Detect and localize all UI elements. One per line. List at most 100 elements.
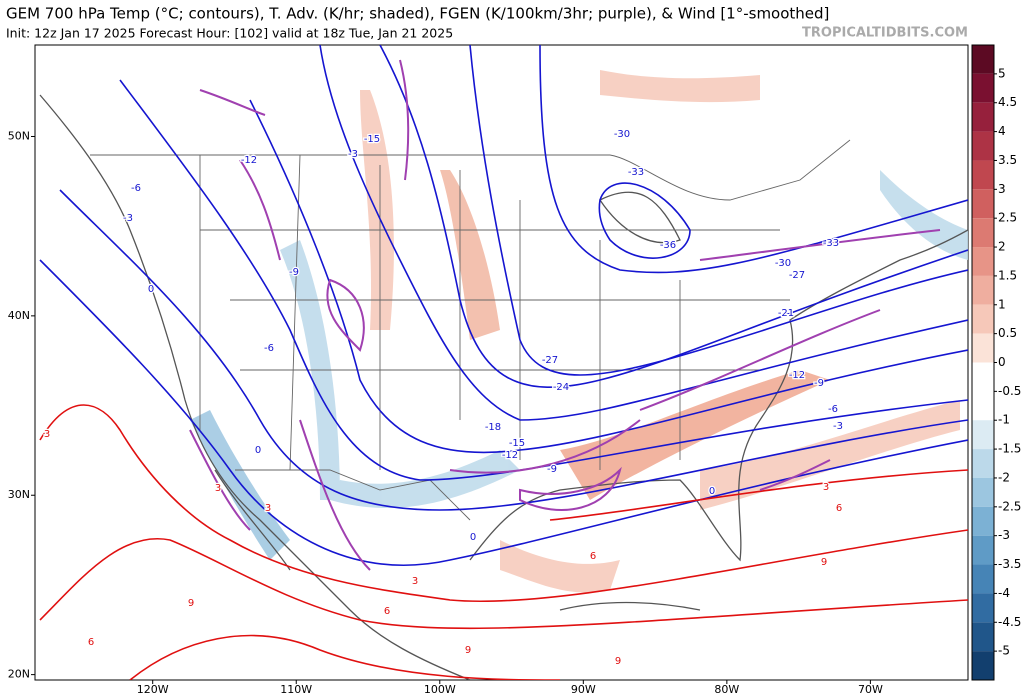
contour-label: 0 [709, 486, 715, 497]
colorbar-segment [972, 593, 994, 623]
colorbar-tick-label: -0.5 [998, 384, 1021, 398]
y-tick-label: 50N [8, 129, 30, 142]
contour-label: -15 [364, 134, 380, 145]
contour-label: 0 [470, 532, 476, 543]
colorbar-segment [972, 218, 994, 248]
fgen-contours [189, 59, 941, 571]
contour-label: 6 [590, 551, 596, 562]
colorbar-tick-label: 2 [998, 240, 1006, 254]
contour-label: -9 [814, 378, 824, 389]
contour-label: -24 [553, 382, 569, 393]
contour-label: -3 [833, 421, 843, 432]
watermark: TROPICALTIDBITS.COM [802, 26, 968, 41]
colorbar-segment [972, 564, 994, 594]
contour-label: -6 [131, 183, 141, 194]
contour-label: -27 [542, 355, 558, 366]
colorbar-segment [972, 275, 994, 305]
contour-label: -9 [547, 464, 557, 475]
colorbar-tick-label: 3 [998, 182, 1006, 196]
y-tick-label: 40N [8, 309, 30, 322]
coastlines [39, 94, 968, 680]
contour-label: 3 [215, 483, 221, 494]
colorbar-tick-label: 4 [998, 124, 1006, 138]
colorbar-tick-label: -2.5 [998, 499, 1021, 513]
colorbar-segment [972, 304, 994, 334]
colorbar-segment [972, 420, 994, 450]
colorbar-segment [972, 160, 994, 190]
x-tick-label: 110W [280, 683, 312, 696]
contour-labels: -15-12-6-30-9-6-30-33-36-30-27-33-21-27-… [43, 128, 845, 669]
colorbar-segment [972, 131, 994, 161]
colorbar-segment [972, 477, 994, 507]
contour-label: 0 [255, 445, 261, 456]
colorbar-tick-label: -2 [998, 470, 1010, 484]
colorbar-segment [972, 102, 994, 132]
contour-label: -9 [289, 267, 299, 278]
contour-label: -3 [123, 213, 133, 224]
contour-label: 6 [88, 637, 94, 648]
colorbar-tick-label: -3.5 [998, 557, 1021, 571]
colorbar-segment [972, 73, 994, 103]
contour-label: -27 [789, 270, 805, 281]
colorbar-tick-label: 5 [998, 66, 1006, 80]
colorbar-tick-label: 2.5 [998, 211, 1017, 225]
map: 120W 110W 100W 90W 80W 70W50N40N30N20N-15-12-… [8, 44, 969, 696]
subtitle: Init: 12z Jan 17 2025 Forecast Hour: [10… [6, 26, 453, 41]
colorbar-segment [972, 506, 994, 536]
contour-label: 3 [412, 576, 418, 587]
contour-label: 9 [188, 598, 194, 609]
colorbar-segment [972, 535, 994, 565]
map-frame [34, 44, 969, 681]
contour-label: 3 [44, 429, 50, 440]
temperature-contours [39, 45, 968, 680]
contour-label: 3 [265, 503, 271, 514]
colorbar-segment [972, 189, 994, 219]
title: GEM 700 hPa Temp (°C; contours), T. Adv.… [6, 5, 829, 23]
colorbar-segment [972, 622, 994, 652]
contour-label: -6 [828, 404, 838, 415]
y-tick-label: 20N [8, 668, 30, 681]
contour-label: 3 [823, 482, 829, 493]
contour-label: -30 [614, 129, 630, 140]
colorbar-segment [972, 651, 994, 680]
contour-label: -3 [348, 149, 358, 160]
contour-label: -18 [485, 422, 501, 433]
contour-label: -12 [502, 450, 518, 461]
colorbar-segment [972, 247, 994, 276]
colorbar-tick-label: 4.5 [998, 95, 1017, 109]
colorbar-tick-label: 1 [998, 297, 1006, 311]
contour-label: -36 [660, 240, 676, 251]
contour-label: 9 [821, 557, 827, 568]
contour-label: 0 [148, 284, 154, 295]
colorbar-tick-label: -4.5 [998, 615, 1021, 629]
colorbar-tick-label: -5 [998, 644, 1010, 658]
colorbar-tick-label: -4 [998, 586, 1010, 600]
colorbar-tick-label: 3.5 [998, 153, 1017, 167]
contour-label: -33 [823, 238, 839, 249]
colorbar-tick-label: -3 [998, 528, 1010, 542]
colorbar-tick-label: -1 [998, 413, 1010, 427]
contour-label: -12 [241, 155, 257, 166]
colorbar-segment [972, 391, 994, 421]
colorbar-segment [972, 362, 994, 392]
contour-label: 6 [384, 606, 390, 617]
contour-label: 6 [836, 503, 842, 514]
contour-label: -21 [778, 308, 794, 319]
colorbar-tick-label: 1.5 [998, 268, 1017, 282]
y-tick-label: 30N [8, 488, 30, 501]
x-tick-label: 70W [858, 683, 883, 696]
x-tick-label: 100W [424, 683, 456, 696]
colorbar-tick-label: 0 [998, 355, 1006, 369]
colorbar-segment [972, 45, 994, 74]
contour-label: -12 [789, 370, 805, 381]
colorbar: 5 4.5 4 3.5 3 2.5 2 1.5 1 0.5 0 -0.5 -1 -1.5 -2 -2.5 -3 -… [971, 44, 1021, 681]
x-tick-label: 80W [714, 683, 739, 696]
contour-label: 9 [615, 656, 621, 667]
colorbar-segment [972, 449, 994, 478]
contour-label: 9 [465, 645, 471, 656]
colorbar-tick-label: 0.5 [998, 326, 1017, 340]
colorbar-segment [972, 333, 994, 363]
colorbar-tick-label: -1.5 [998, 442, 1021, 456]
contour-label: -15 [509, 438, 525, 449]
